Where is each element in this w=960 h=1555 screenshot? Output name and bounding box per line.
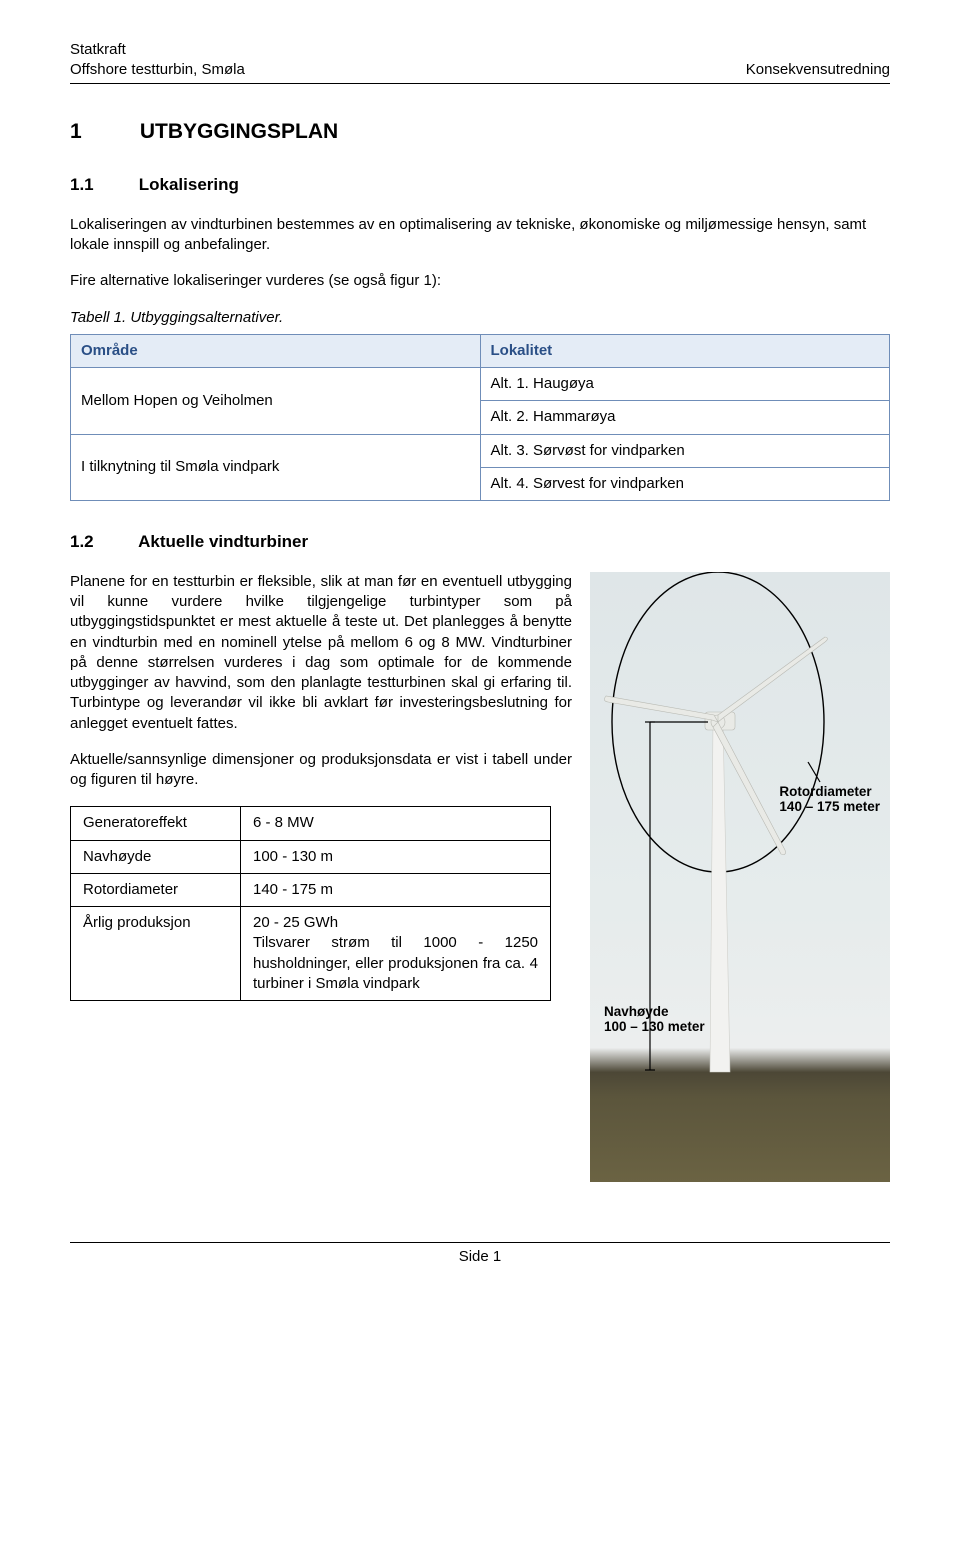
heading-1-num: 1	[70, 118, 134, 146]
table-cell: Alt. 2. Hammarøya	[480, 401, 890, 434]
table-cell: Alt. 3. Sørvøst for vindparken	[480, 434, 890, 467]
heading-1-title: UTBYGGINGSPLAN	[140, 120, 338, 143]
heading-1-1: 1.1 Lokalisering	[70, 174, 890, 197]
page-number: Side 1	[459, 1248, 502, 1265]
table-cell: Alt. 1. Haugøya	[480, 368, 890, 401]
header-right: Konsekvensutredning	[746, 60, 890, 80]
table-specs: Generatoreffekt 6 - 8 MW Navhøyde 100 - …	[70, 806, 551, 1001]
table-header-right: Lokalitet	[480, 334, 890, 367]
heading-1-1-title: Lokalisering	[139, 175, 239, 194]
turbine-figure-wrap: Rotordiameter 140 – 175 meter Navhøyde 1…	[590, 572, 890, 1182]
page-footer: Side 1	[70, 1242, 890, 1267]
table-row: Rotordiameter 140 - 175 m	[71, 873, 551, 906]
doc-header: Statkraft Offshore testturbin, Smøla Kon…	[70, 40, 890, 84]
table-row: Navhøyde 100 - 130 m	[71, 840, 551, 873]
spec-val: 100 - 130 m	[241, 840, 551, 873]
rotor-label-line2: 140 – 175 meter	[779, 799, 880, 814]
table-cell: Alt. 4. Sørvest for vindparken	[480, 467, 890, 500]
para-1-2-a: Planene for en testturbin er fleksible, …	[70, 572, 572, 734]
spec-key: Generatoreffekt	[71, 807, 241, 840]
table-row: I tilknytning til Smøla vindpark Alt. 3.…	[71, 434, 890, 467]
table-cell: Mellom Hopen og Veiholmen	[71, 368, 481, 435]
rotor-label-line1: Rotordiameter	[779, 784, 871, 799]
rotor-diameter-label: Rotordiameter 140 – 175 meter	[779, 784, 880, 815]
turbine-figure: Rotordiameter 140 – 175 meter Navhøyde 1…	[590, 572, 890, 1182]
spec-key: Årlig produksjon	[71, 907, 241, 1001]
nav-height-label: Navhøyde 100 – 130 meter	[604, 1004, 705, 1035]
section-1-2-layout: Planene for en testturbin er fleksible, …	[70, 572, 890, 1182]
heading-1-2-title: Aktuelle vindturbiner	[138, 532, 308, 551]
turbine-tower	[710, 722, 730, 1072]
heading-1: 1 UTBYGGINGSPLAN	[70, 118, 890, 146]
heading-1-2-num: 1.2	[70, 531, 134, 554]
heading-1-2: 1.2 Aktuelle vindturbiner	[70, 531, 890, 554]
table-row: Årlig produksjon 20 - 25 GWh Tilsvarer s…	[71, 907, 551, 1001]
spec-key: Navhøyde	[71, 840, 241, 873]
nav-label-line2: 100 – 130 meter	[604, 1019, 705, 1034]
spec-val: 20 - 25 GWh Tilsvarer strøm til 1000 - 1…	[241, 907, 551, 1001]
table-header-left: Område	[71, 334, 481, 367]
para-1-2-b: Aktuelle/sannsynlige dimensjoner og prod…	[70, 750, 572, 791]
table-row: Generatoreffekt 6 - 8 MW	[71, 807, 551, 840]
spec-val: 140 - 175 m	[241, 873, 551, 906]
table-cell: I tilknytning til Smøla vindpark	[71, 434, 481, 501]
header-left-1: Statkraft	[70, 40, 126, 60]
spec-val: 6 - 8 MW	[241, 807, 551, 840]
turbine-svg	[590, 572, 890, 1182]
nav-label-line1: Navhøyde	[604, 1004, 669, 1019]
para-1-1-a: Lokaliseringen av vindturbinen bestemmes…	[70, 215, 890, 256]
para-1-1-b: Fire alternative lokaliseringer vurderes…	[70, 271, 890, 291]
header-left-2: Offshore testturbin, Smøla	[70, 60, 245, 80]
table-alternatives: Område Lokalitet Mellom Hopen og Veiholm…	[70, 334, 890, 501]
table-1-caption: Tabell 1. Utbyggingsalternativer.	[70, 308, 890, 328]
table-row: Mellom Hopen og Veiholmen Alt. 1. Haugøy…	[71, 368, 890, 401]
table-row: Område Lokalitet	[71, 334, 890, 367]
spec-key: Rotordiameter	[71, 873, 241, 906]
section-1-2-text: Planene for en testturbin er fleksible, …	[70, 572, 572, 1001]
heading-1-1-num: 1.1	[70, 174, 134, 197]
